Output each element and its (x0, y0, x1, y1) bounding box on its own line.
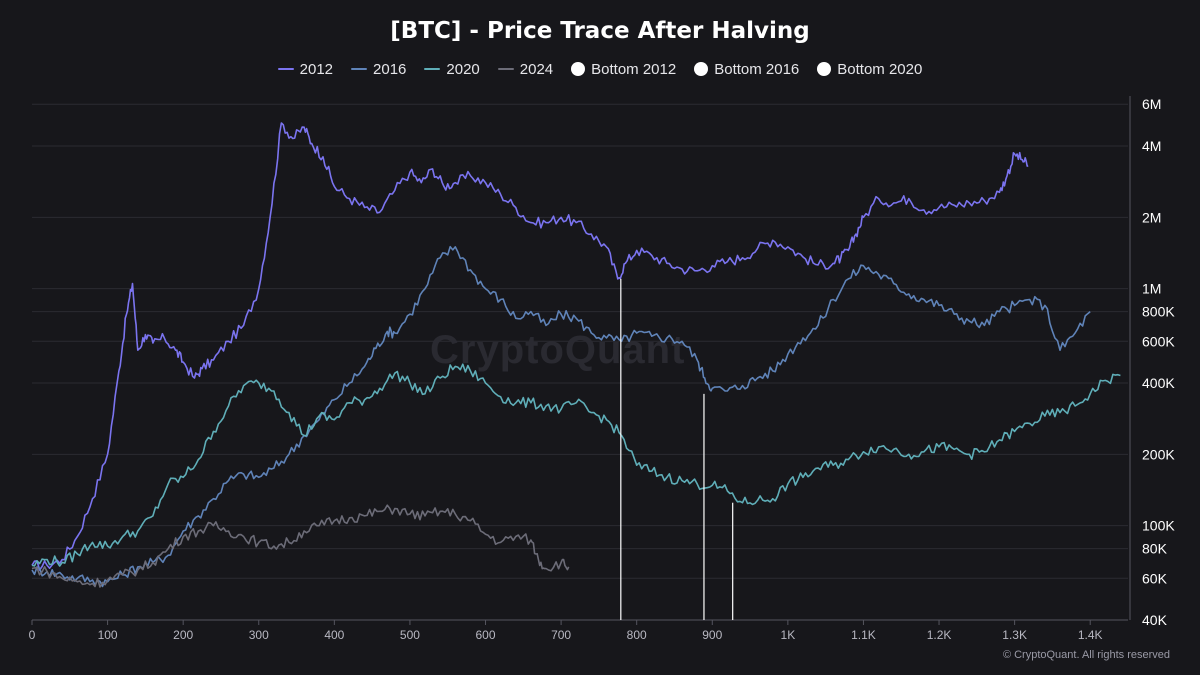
legend-label-bottom-2012: Bottom 2012 (591, 60, 677, 78)
legend-label-2024: 2024 (519, 60, 554, 78)
legend-dot-icon (817, 62, 832, 76)
y-tick-label: 80K (1142, 541, 1168, 557)
x-tick-label: 400 (324, 628, 344, 642)
y-tick-label: 40K (1142, 612, 1168, 628)
chart-title: [BTC] - Price Trace After Halving (390, 18, 810, 44)
series-layer (31, 122, 1121, 588)
legend-label-2020: 2020 (446, 60, 480, 78)
bottom-markers (620, 278, 734, 620)
legend-dot-icon (571, 62, 586, 76)
legend-label-bottom-2016: Bottom 2016 (714, 60, 800, 78)
series-line-2020[interactable] (31, 363, 1121, 567)
legend-item-bottom-2012[interactable]: Bottom 2012 (571, 61, 676, 78)
legend-item-bottom-2016[interactable]: Bottom 2016 (694, 61, 799, 78)
x-tick-label: 100 (98, 628, 118, 642)
y-tick-label: 6M (1142, 96, 1161, 112)
x-tick-label: 800 (627, 628, 647, 642)
legend-item-bottom-2020[interactable]: Bottom 2020 (817, 61, 922, 78)
series-line-2016[interactable] (31, 245, 1091, 588)
legend-item-2020[interactable]: 2020 (424, 60, 480, 78)
legend-label-bottom-2020: Bottom 2020 (837, 60, 923, 78)
x-tick-label: 500 (400, 628, 420, 642)
legend-item-2024[interactable]: 2024 (497, 60, 554, 78)
legend-swatch-2024 (497, 68, 514, 70)
x-tick-label: 300 (249, 628, 269, 642)
copyright-footer: © CryptoQuant. All rights reserved (1002, 649, 1170, 661)
series-line-2024[interactable] (31, 504, 570, 588)
x-tick-label: 900 (702, 628, 722, 642)
grid (32, 103, 1128, 621)
legend-dot-icon (694, 62, 709, 76)
y-tick-label: 4M (1142, 138, 1161, 154)
x-tick-label: 1.4K (1078, 628, 1103, 642)
x-tick-label: 700 (551, 628, 571, 642)
x-tick-label: 1.2K (927, 628, 952, 642)
legend-label-2016: 2016 (373, 60, 407, 78)
axes: 40K 60K 80K 100K 200K 400K 600K 800K 1M 2M 4M 6M 0 10… (29, 96, 1175, 642)
x-tick-label: 600 (476, 628, 496, 642)
legend-label-2012: 2012 (299, 60, 334, 78)
y-tick-label: 800K (1142, 304, 1175, 320)
x-tick-label: 1K (781, 628, 796, 642)
y-tick-label: 60K (1142, 570, 1168, 586)
y-tick-label: 1M (1142, 281, 1161, 297)
y-tick-label: 400K (1142, 375, 1175, 391)
legend-swatch-2016 (351, 68, 368, 70)
legend-swatch-2012 (277, 68, 294, 70)
series-line-2012[interactable] (31, 122, 1029, 571)
x-tick-label: 200 (173, 628, 193, 642)
legend-item-2016[interactable]: 2016 (351, 61, 406, 78)
legend: 2012 2016 2020 2024 Bottom 2012 Bottom 2… (0, 58, 1200, 80)
x-tick-label: 0 (29, 628, 36, 642)
y-tick-label: 600K (1142, 333, 1175, 349)
legend-item-2012[interactable]: 2012 (277, 60, 334, 78)
x-tick-label: 1.1K (851, 628, 876, 642)
y-tick-label: 2M (1142, 209, 1161, 225)
y-tick-label: 100K (1142, 518, 1175, 534)
legend-swatch-2020 (424, 68, 441, 70)
y-tick-label: 200K (1142, 446, 1175, 462)
x-tick-label: 1.3K (1002, 628, 1027, 642)
